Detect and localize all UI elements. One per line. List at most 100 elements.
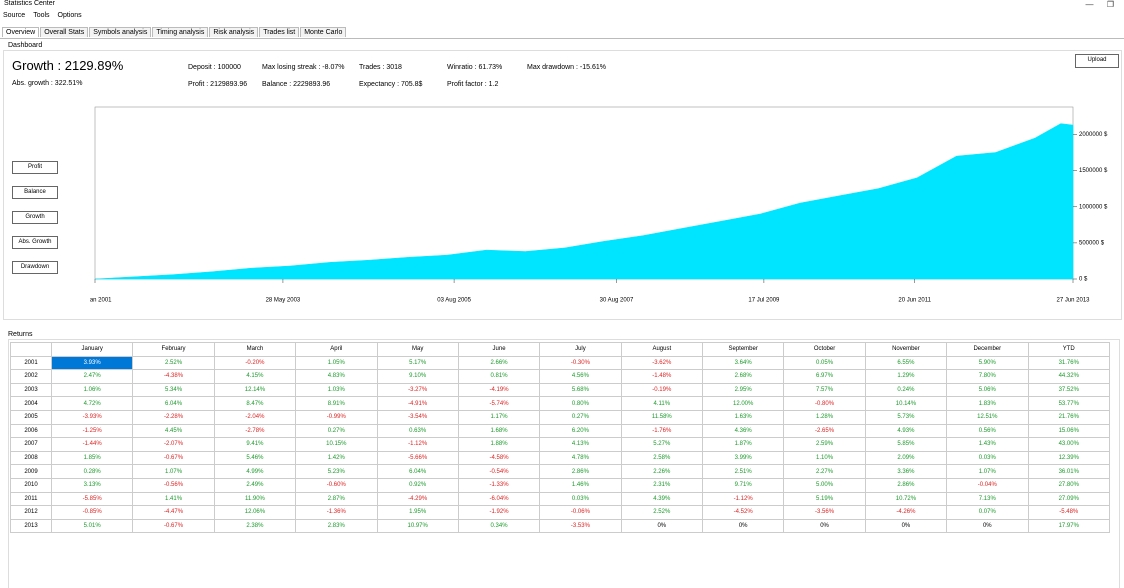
return-cell[interactable]: 3.64% <box>701 355 785 371</box>
return-cell[interactable]: 1.06% <box>50 382 134 398</box>
return-cell[interactable]: -0.19% <box>620 382 704 398</box>
tab[interactable]: Overall Stats <box>40 27 89 37</box>
tab[interactable]: Monte Carlo <box>300 27 347 37</box>
return-cell[interactable]: -0.56% <box>132 477 215 493</box>
return-cell[interactable]: -5.48% <box>1027 505 1110 520</box>
return-cell[interactable]: 0.63% <box>376 423 459 439</box>
return-cell[interactable]: 31.76% <box>1027 355 1110 371</box>
return-cell[interactable]: 4.11% <box>620 396 704 411</box>
return-cell[interactable]: 44.32% <box>1027 369 1110 384</box>
return-cell[interactable]: 5.01% <box>50 518 134 534</box>
return-cell[interactable]: 6.04% <box>132 396 215 411</box>
return-cell[interactable]: 2.49% <box>213 477 297 493</box>
return-cell[interactable]: 9.71% <box>701 477 785 493</box>
return-cell[interactable]: -3.54% <box>376 409 459 425</box>
return-cell[interactable]: -4.47% <box>132 505 215 520</box>
return-cell[interactable]: 4.83% <box>295 369 378 384</box>
return-cell[interactable]: -2.65% <box>783 423 866 439</box>
return-cell[interactable]: 9.41% <box>213 437 297 452</box>
return-cell[interactable]: 2.26% <box>620 464 704 479</box>
return-cell[interactable]: 4.45% <box>132 423 215 439</box>
return-cell[interactable]: -1.92% <box>457 505 541 520</box>
return-cell[interactable]: 1.05% <box>295 355 378 371</box>
return-cell[interactable]: -2.07% <box>132 437 215 452</box>
return-cell[interactable]: 0.03% <box>946 450 1029 466</box>
return-cell[interactable]: 17.97% <box>1027 518 1110 534</box>
return-cell[interactable]: 4.93% <box>864 423 948 439</box>
return-cell[interactable]: 3.99% <box>701 450 785 466</box>
return-cell[interactable]: -0.54% <box>457 464 541 479</box>
window-controls[interactable]: — ❐ <box>1085 0 1114 9</box>
return-cell[interactable]: -4.52% <box>701 505 785 520</box>
return-cell[interactable]: 2.38% <box>213 518 297 534</box>
return-cell[interactable]: 0.80% <box>539 396 622 411</box>
return-cell[interactable]: 10.97% <box>376 518 459 534</box>
return-cell[interactable]: 2.95% <box>701 382 785 398</box>
return-cell[interactable]: -3.53% <box>539 518 622 534</box>
return-cell[interactable]: 0% <box>946 518 1029 534</box>
return-cell[interactable]: 0.56% <box>946 423 1029 439</box>
return-cell[interactable]: 4.13% <box>539 437 622 452</box>
return-cell[interactable]: 37.52% <box>1027 382 1110 398</box>
return-cell[interactable]: 0.92% <box>376 477 459 493</box>
return-cell[interactable]: -4.91% <box>376 396 459 411</box>
return-cell[interactable]: 4.72% <box>50 396 134 411</box>
return-cell[interactable]: 0% <box>864 518 948 534</box>
return-cell[interactable]: -2.04% <box>213 409 297 425</box>
return-cell[interactable]: 2.58% <box>620 450 704 466</box>
return-cell[interactable]: 8.91% <box>295 396 378 411</box>
return-cell[interactable]: 0% <box>783 518 866 534</box>
return-cell[interactable]: 1.63% <box>701 409 785 425</box>
return-cell[interactable]: 5.27% <box>620 437 704 452</box>
return-cell[interactable]: 0.24% <box>864 382 948 398</box>
return-cell[interactable]: 11.58% <box>620 409 704 425</box>
return-cell[interactable]: -1.36% <box>295 505 378 520</box>
return-cell[interactable]: -3.62% <box>620 355 704 371</box>
chart-button[interactable]: Profit <box>12 161 58 174</box>
return-cell[interactable]: 0% <box>620 518 704 534</box>
menu-item[interactable]: Source <box>3 12 26 19</box>
return-cell[interactable]: -4.26% <box>864 505 948 520</box>
return-cell[interactable]: 6.97% <box>783 369 866 384</box>
return-cell[interactable]: -1.44% <box>50 437 134 452</box>
return-cell[interactable]: 6.55% <box>864 355 948 371</box>
return-cell[interactable]: 1.07% <box>132 464 215 479</box>
return-cell[interactable]: 5.19% <box>783 491 866 507</box>
return-cell[interactable]: 12.00% <box>701 396 785 411</box>
return-cell[interactable]: 2.31% <box>620 477 704 493</box>
return-cell[interactable]: 4.78% <box>539 450 622 466</box>
return-cell[interactable]: 0.27% <box>539 409 622 425</box>
return-cell[interactable]: 2.51% <box>701 464 785 479</box>
return-cell[interactable]: 1.07% <box>946 464 1029 479</box>
return-cell[interactable]: 3.13% <box>50 477 134 493</box>
return-cell[interactable]: 12.14% <box>213 382 297 398</box>
return-cell[interactable]: 1.43% <box>946 437 1029 452</box>
return-cell[interactable]: -2.28% <box>132 409 215 425</box>
return-cell[interactable]: 1.41% <box>132 491 215 507</box>
return-cell[interactable]: 0.03% <box>539 491 622 507</box>
return-cell[interactable]: 12.06% <box>213 505 297 520</box>
return-cell[interactable]: -0.80% <box>783 396 866 411</box>
return-cell[interactable]: 21.76% <box>1027 409 1110 425</box>
return-cell[interactable]: 11.90% <box>213 491 297 507</box>
return-cell[interactable]: 5.34% <box>132 382 215 398</box>
return-cell[interactable]: -0.06% <box>539 505 622 520</box>
return-cell[interactable]: -1.48% <box>620 369 704 384</box>
return-cell[interactable]: 7.13% <box>946 491 1029 507</box>
return-cell[interactable]: 1.17% <box>457 409 541 425</box>
return-cell[interactable]: -1.76% <box>620 423 704 439</box>
return-cell[interactable]: 1.68% <box>457 423 541 439</box>
return-cell[interactable]: -4.58% <box>457 450 541 466</box>
return-cell[interactable]: -3.93% <box>50 409 134 425</box>
tab[interactable]: Overview <box>2 27 40 37</box>
return-cell[interactable]: -1.12% <box>701 491 785 507</box>
return-cell[interactable]: 0.28% <box>50 464 134 479</box>
return-cell[interactable]: 7.57% <box>783 382 866 398</box>
chart-button[interactable]: Growth <box>12 211 58 224</box>
return-cell[interactable]: -1.25% <box>50 423 134 439</box>
return-cell[interactable]: 2.09% <box>864 450 948 466</box>
return-cell[interactable]: 5.00% <box>783 477 866 493</box>
chart-button[interactable]: Balance <box>12 186 58 199</box>
return-cell[interactable]: 2.83% <box>295 518 378 534</box>
return-cell[interactable]: 2.59% <box>783 437 866 452</box>
